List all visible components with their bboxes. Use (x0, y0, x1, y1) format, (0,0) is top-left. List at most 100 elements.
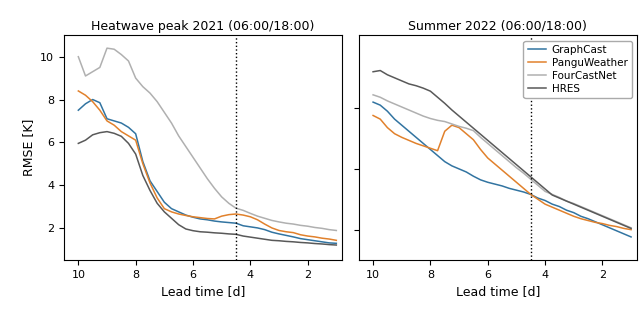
GraphCast (398, 123, 406, 127)
PanguWeather (419, 144, 427, 148)
FourCastNet (627, 226, 635, 230)
FourCastNet (455, 125, 463, 128)
FourCastNet (369, 93, 377, 97)
HRES (455, 114, 463, 118)
FourCastNet (462, 126, 470, 130)
HRES (412, 84, 420, 88)
FourCastNet (491, 148, 499, 152)
GraphCast (369, 100, 377, 104)
HRES (448, 108, 456, 112)
FourCastNet (506, 160, 513, 164)
FourCastNet (613, 220, 621, 224)
GraphCast (563, 208, 570, 212)
GraphCast (513, 188, 520, 192)
GraphCast (405, 129, 413, 133)
PanguWeather (491, 162, 499, 166)
PanguWeather (470, 138, 477, 142)
HRES (598, 214, 606, 218)
PanguWeather (627, 228, 635, 231)
X-axis label: Lead time [d]: Lead time [d] (161, 285, 245, 298)
HRES (506, 157, 513, 160)
HRES (563, 199, 570, 203)
Line: PanguWeather: PanguWeather (373, 116, 631, 230)
PanguWeather (383, 126, 391, 130)
GraphCast (613, 229, 621, 233)
HRES (477, 132, 484, 136)
GraphCast (427, 148, 435, 152)
FourCastNet (441, 120, 449, 124)
FourCastNet (570, 202, 577, 205)
HRES (484, 138, 492, 142)
PanguWeather (534, 197, 541, 201)
PanguWeather (412, 142, 420, 145)
PanguWeather (584, 219, 592, 222)
PanguWeather (605, 223, 613, 227)
PanguWeather (513, 180, 520, 184)
GraphCast (584, 217, 592, 221)
HRES (398, 79, 406, 83)
FourCastNet (598, 214, 606, 218)
X-axis label: Lead time [d]: Lead time [d] (456, 285, 540, 298)
GraphCast (598, 223, 606, 227)
GraphCast (620, 232, 628, 236)
HRES (584, 208, 592, 212)
FourCastNet (427, 117, 435, 120)
PanguWeather (598, 221, 606, 225)
GraphCast (548, 202, 556, 206)
FourCastNet (548, 193, 556, 196)
FourCastNet (484, 142, 492, 145)
FourCastNet (513, 166, 520, 169)
GraphCast (455, 167, 463, 171)
FourCastNet (563, 199, 570, 203)
GraphCast (470, 174, 477, 178)
PanguWeather (541, 202, 549, 206)
HRES (419, 86, 427, 90)
PanguWeather (570, 214, 577, 218)
GraphCast (462, 170, 470, 174)
GraphCast (570, 211, 577, 214)
GraphCast (605, 226, 613, 230)
FourCastNet (520, 171, 527, 175)
HRES (527, 175, 534, 179)
HRES (491, 144, 499, 148)
FourCastNet (434, 118, 442, 122)
GraphCast (527, 193, 534, 196)
FourCastNet (584, 208, 592, 212)
PanguWeather (455, 126, 463, 130)
FourCastNet (405, 108, 413, 112)
GraphCast (534, 196, 541, 200)
PanguWeather (477, 148, 484, 152)
GraphCast (577, 214, 585, 218)
GraphCast (541, 199, 549, 203)
GraphCast (419, 142, 427, 145)
Line: FourCastNet: FourCastNet (373, 95, 631, 228)
GraphCast (484, 180, 492, 184)
GraphCast (520, 190, 527, 194)
HRES (613, 221, 621, 224)
FourCastNet (620, 223, 628, 227)
GraphCast (434, 154, 442, 158)
HRES (591, 211, 599, 215)
FourCastNet (477, 135, 484, 139)
GraphCast (506, 187, 513, 190)
PanguWeather (376, 117, 384, 121)
FourCastNet (419, 114, 427, 118)
FourCastNet (470, 129, 477, 133)
PanguWeather (548, 205, 556, 209)
HRES (541, 187, 549, 191)
HRES (376, 69, 384, 73)
PanguWeather (556, 208, 563, 212)
HRES (434, 95, 442, 99)
Legend: GraphCast, PanguWeather, FourCastNet, HRES: GraphCast, PanguWeather, FourCastNet, HR… (524, 40, 632, 98)
PanguWeather (613, 225, 621, 229)
HRES (427, 89, 435, 93)
PanguWeather (577, 217, 585, 221)
GraphCast (491, 182, 499, 186)
PanguWeather (563, 211, 570, 215)
PanguWeather (405, 138, 413, 142)
HRES (570, 202, 577, 206)
HRES (548, 193, 556, 197)
HRES (498, 151, 506, 154)
FourCastNet (556, 195, 563, 199)
HRES (627, 227, 635, 230)
